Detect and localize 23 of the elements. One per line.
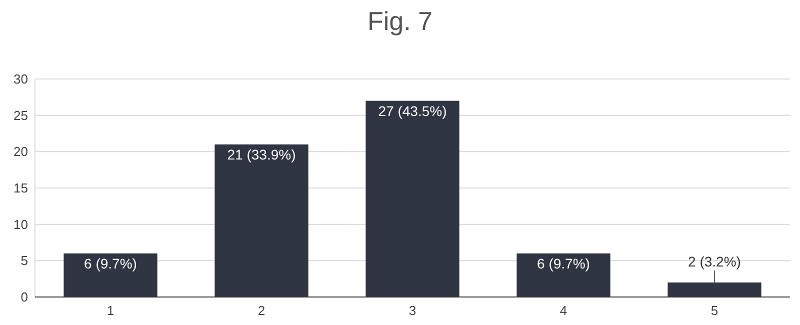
- chart-title: Fig. 7: [367, 6, 433, 36]
- bar: [668, 282, 762, 297]
- data-label: 27 (43.5%): [378, 102, 447, 119]
- bar: [214, 144, 308, 297]
- bar: [366, 100, 460, 297]
- y-tick-label: 25: [14, 108, 28, 123]
- y-tick-label: 15: [14, 180, 28, 196]
- data-label: 2 (3.2%): [688, 253, 741, 270]
- data-label: 21 (33.9%): [227, 146, 296, 162]
- x-tick-label: 1: [106, 303, 114, 318]
- x-tick-label: 2: [258, 303, 266, 318]
- x-tick-label: 5: [710, 303, 718, 318]
- data-label: 6 (9.7%): [537, 255, 590, 272]
- y-tick-label: 10: [14, 216, 28, 232]
- data-label: 6 (9.7%): [84, 255, 137, 272]
- bar: [64, 253, 158, 297]
- x-tick-label: 4: [560, 303, 568, 318]
- bar: [516, 253, 610, 297]
- y-tick-label: 30: [14, 72, 28, 87]
- y-tick-label: 0: [20, 290, 28, 305]
- x-tick-label: 3: [408, 303, 416, 318]
- y-tick-label: 20: [14, 144, 28, 160]
- y-tick-label: 5: [20, 253, 28, 268]
